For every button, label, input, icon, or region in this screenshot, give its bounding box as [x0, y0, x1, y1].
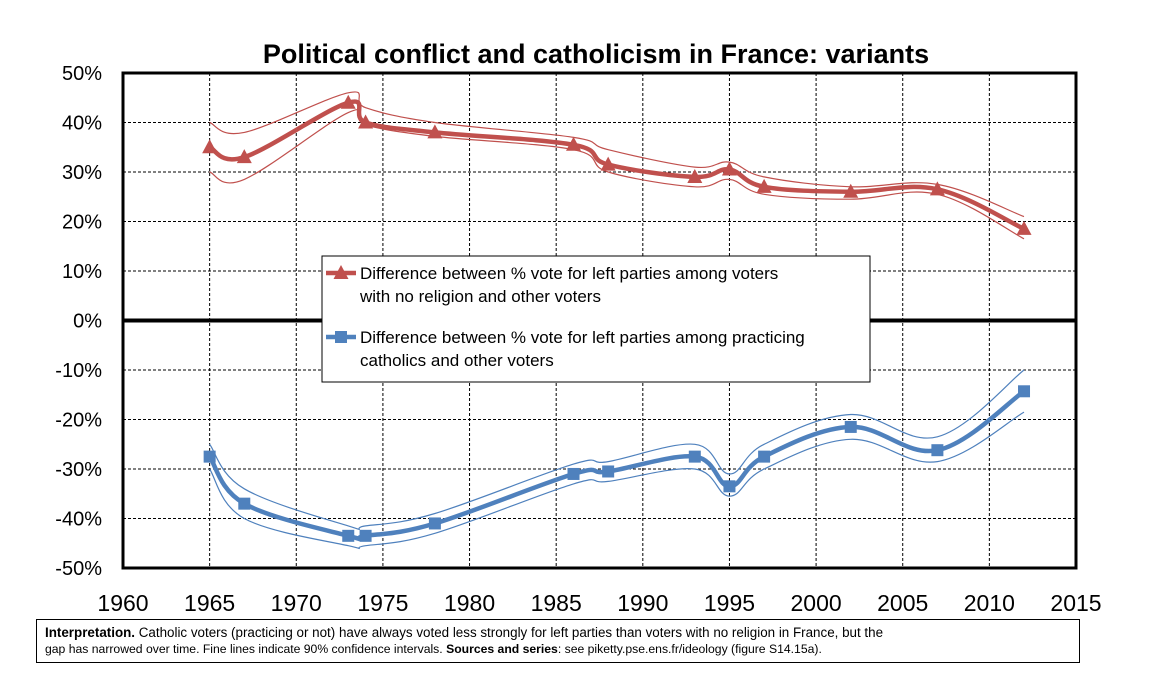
- data-point-triangle: [358, 114, 374, 129]
- y-tick-label: 40%: [62, 113, 102, 135]
- legend: Difference between % vote for left parti…: [321, 255, 871, 383]
- data-point-triangle: [843, 183, 859, 198]
- series-1: [202, 91, 1032, 240]
- series-2: [203, 369, 1031, 550]
- caption-sources-label: Sources and series: [446, 642, 558, 656]
- data-point-square: [602, 465, 615, 478]
- caption-line2a: gap has narrowed over time.: [45, 642, 203, 656]
- data-point-square: [203, 450, 216, 463]
- legend-label-1: with no religion and other voters: [359, 287, 601, 306]
- ci-upper-line: [209, 369, 1025, 531]
- series-layer: [202, 91, 1032, 550]
- data-point-square: [342, 529, 355, 542]
- data-point-triangle: [566, 136, 582, 151]
- data-point-square: [688, 450, 701, 463]
- legend-label-2: catholics and other voters: [360, 351, 554, 370]
- y-tick-label: -20%: [55, 410, 102, 432]
- y-tick-label: -40%: [55, 509, 102, 531]
- x-tick-label: 2015: [1050, 590, 1101, 616]
- legend-box: [321, 255, 871, 383]
- data-point-triangle: [721, 161, 737, 176]
- data-point-triangle: [1016, 220, 1032, 235]
- x-tick-label: 1960: [97, 590, 148, 616]
- legend-label-2: Difference between % vote for left parti…: [360, 328, 805, 347]
- x-tick-label: 1975: [357, 590, 408, 616]
- data-point-triangle: [340, 94, 356, 109]
- y-tick-label: 10%: [62, 261, 102, 283]
- x-tick-label: 2000: [791, 590, 842, 616]
- ci-lower-line: [209, 109, 1025, 240]
- data-point-square: [428, 517, 441, 530]
- legend-marker-triangle: [333, 265, 349, 279]
- data-point-square: [1018, 385, 1031, 398]
- data-point-square: [567, 467, 580, 480]
- x-tick-label: 2005: [877, 590, 928, 616]
- x-tick-label: 1990: [617, 590, 668, 616]
- data-point-square: [723, 480, 736, 493]
- x-axis-tick-labels: 1960 1965 1970 1975 1980 1985 1990 1995 2000 2005…: [97, 590, 1101, 616]
- y-tick-label: 30%: [62, 162, 102, 184]
- x-tick-label: 1980: [444, 590, 495, 616]
- legend-label-1: Difference between % vote for left parti…: [360, 264, 778, 283]
- y-tick-label: 0%: [73, 311, 102, 333]
- x-tick-label: 2010: [964, 590, 1015, 616]
- data-point-triangle: [236, 149, 252, 164]
- ci-lower-line: [209, 411, 1025, 550]
- caption-line2c: : see piketty.pse.ens.fr/ideology (figur…: [557, 642, 822, 656]
- data-point-triangle: [756, 178, 772, 193]
- chart: Political conflict and catholicism in Fr…: [55, 39, 1101, 616]
- data-point-square: [758, 450, 771, 463]
- y-tick-label: -50%: [55, 558, 102, 580]
- x-tick-label: 1995: [704, 590, 755, 616]
- y-tick-label: 20%: [62, 212, 102, 234]
- data-point-triangle: [202, 139, 218, 154]
- data-point-triangle: [600, 156, 616, 171]
- chart-title: Political conflict and catholicism in Fr…: [263, 39, 929, 69]
- data-point-square: [931, 444, 944, 457]
- y-tick-label: -10%: [55, 360, 102, 382]
- legend-marker-square: [335, 331, 347, 343]
- y-tick-label: -30%: [55, 459, 102, 481]
- caption-line2b: Fine lines indicate 90% confidence inter…: [202, 642, 447, 656]
- data-point-triangle: [929, 181, 945, 196]
- interpretation-caption: Interpretation. Catholic voters (practic…: [36, 619, 1080, 663]
- y-tick-label: 50%: [62, 63, 102, 85]
- caption-lead: Interpretation.: [45, 625, 136, 640]
- caption-line1: Catholic voters (practicing or not) have…: [135, 625, 884, 640]
- x-tick-label: 1965: [184, 590, 235, 616]
- data-point-square: [359, 529, 372, 542]
- data-point-triangle: [687, 168, 703, 183]
- data-point-square: [238, 497, 251, 510]
- data-point-triangle: [427, 124, 443, 139]
- x-tick-label: 1985: [531, 590, 582, 616]
- data-point-square: [844, 420, 857, 433]
- x-tick-label: 1970: [271, 590, 322, 616]
- y-axis-tick-labels: 50% 40% 30% 20% 10% 0% -10% -20% -30% -40% -50%: [55, 63, 102, 580]
